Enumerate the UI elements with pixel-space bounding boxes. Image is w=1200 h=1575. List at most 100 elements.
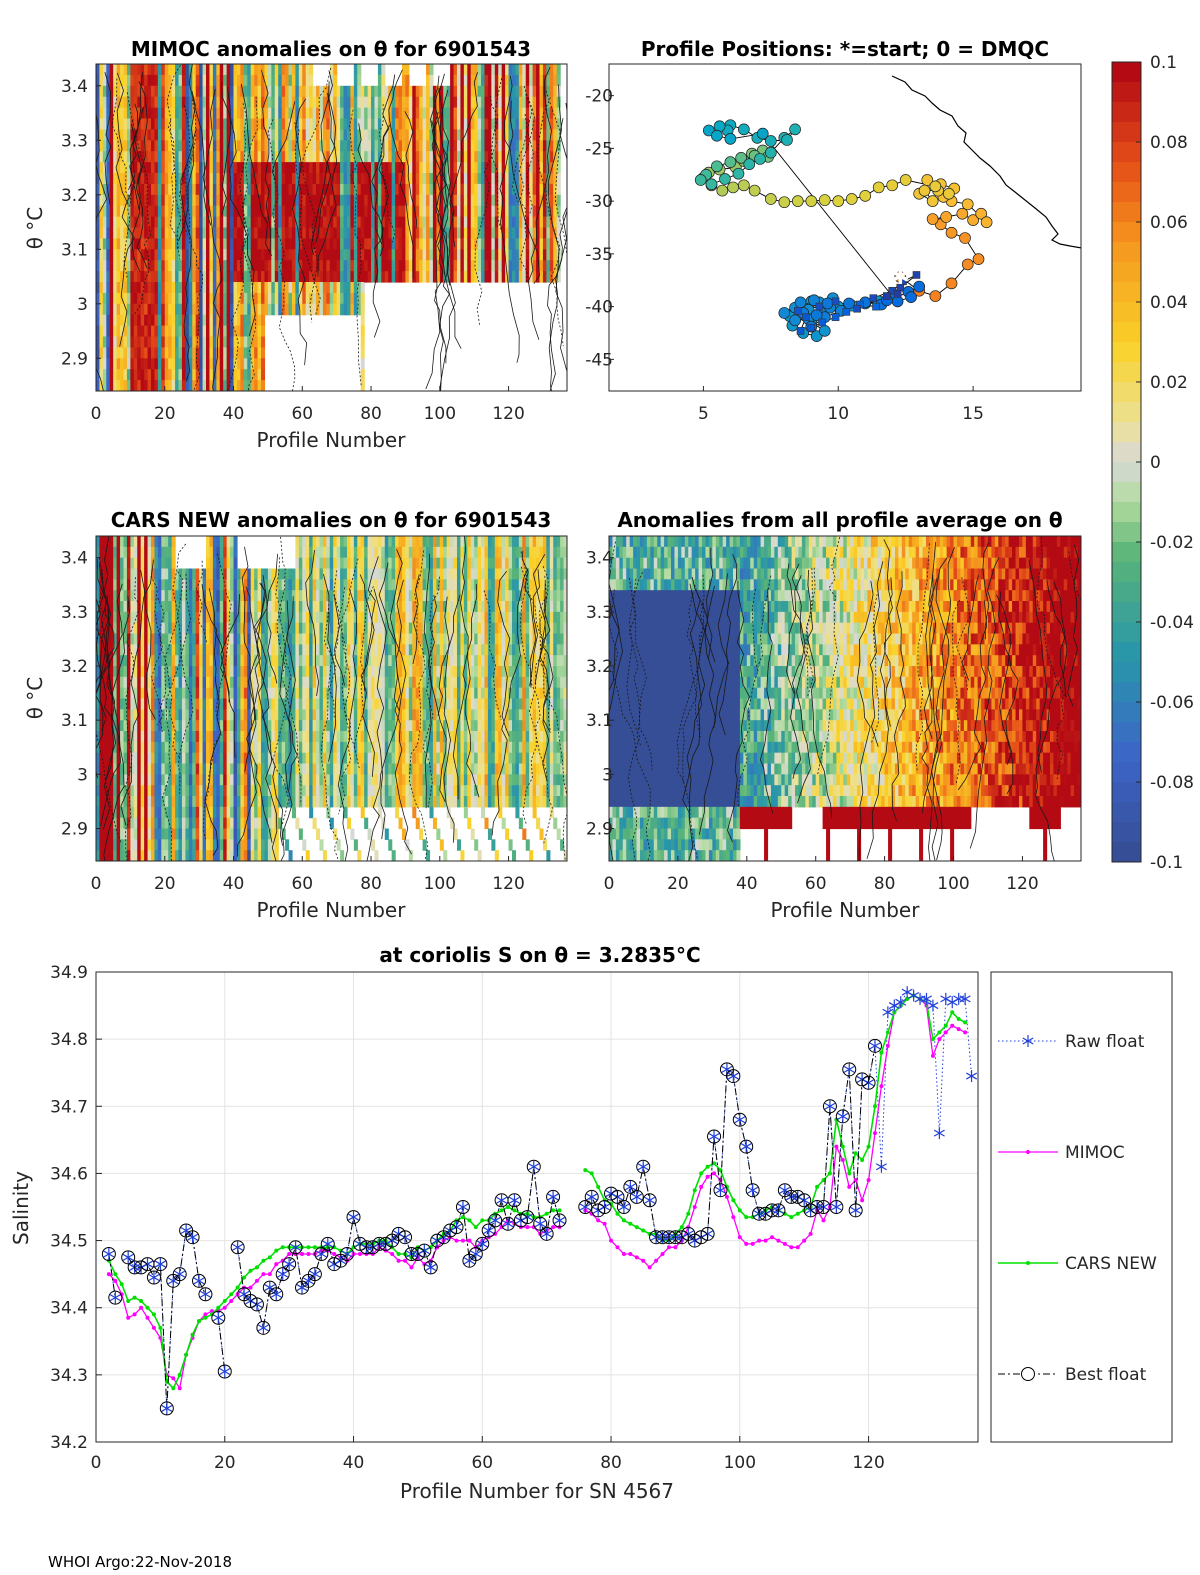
heat-cell bbox=[364, 271, 369, 283]
heat-cell bbox=[470, 227, 475, 239]
heat-cell bbox=[219, 676, 224, 689]
heat-cell bbox=[126, 249, 131, 261]
heat-cell bbox=[264, 839, 269, 851]
heat-cell bbox=[429, 173, 434, 185]
heat-cell bbox=[460, 216, 465, 229]
heat-cell bbox=[340, 173, 345, 185]
heat-cell bbox=[346, 282, 352, 294]
y-tick-label: -30 bbox=[585, 192, 613, 212]
heat-cell bbox=[264, 579, 269, 591]
heat-cell bbox=[188, 611, 193, 624]
heat-cell bbox=[316, 173, 321, 185]
heat-cell bbox=[99, 238, 104, 250]
heat-cell bbox=[202, 655, 207, 667]
heat-cell bbox=[216, 173, 221, 185]
heat-cell bbox=[491, 74, 496, 87]
heat-cell bbox=[185, 590, 190, 602]
heat-cell bbox=[192, 568, 197, 580]
heat-cell bbox=[130, 546, 135, 559]
heat-cell bbox=[312, 216, 317, 229]
heat-cell bbox=[377, 129, 382, 141]
heat-cell bbox=[164, 557, 169, 570]
heat-cell bbox=[171, 774, 176, 786]
heat-cell bbox=[319, 162, 324, 174]
heat-cell bbox=[254, 774, 259, 786]
heat-cell bbox=[264, 151, 269, 163]
heat-cell bbox=[116, 633, 121, 645]
heat-cell bbox=[443, 238, 448, 250]
heat-cell bbox=[539, 162, 544, 174]
heat-cell bbox=[212, 325, 217, 338]
heat-cell bbox=[230, 796, 235, 808]
heat-cell bbox=[281, 282, 286, 294]
heat-cell bbox=[109, 118, 114, 130]
heat-cell bbox=[192, 839, 197, 851]
heat-cell bbox=[305, 271, 310, 283]
heat-cell bbox=[350, 260, 355, 272]
heat-cell bbox=[151, 817, 156, 830]
heat-cell bbox=[529, 238, 534, 250]
heat-cell bbox=[408, 271, 413, 283]
heat-cell bbox=[291, 216, 296, 229]
heat-cell bbox=[212, 687, 217, 700]
heat-cell bbox=[151, 358, 156, 370]
heat-cell bbox=[322, 194, 327, 207]
heat-cell bbox=[446, 96, 451, 109]
heat-cell bbox=[175, 687, 180, 700]
profile-marker bbox=[778, 196, 791, 209]
heat-cell bbox=[254, 183, 259, 196]
profile-marker bbox=[764, 135, 777, 147]
heat-cell bbox=[226, 622, 231, 635]
heat-cell bbox=[140, 774, 145, 786]
heat-cell bbox=[467, 85, 472, 98]
heat-cell bbox=[484, 107, 489, 120]
profile-marker bbox=[929, 290, 942, 302]
contour-line bbox=[131, 81, 148, 272]
heat-cell bbox=[151, 140, 156, 152]
heat-cell bbox=[553, 238, 558, 250]
heat-cell bbox=[254, 687, 259, 700]
heat-cell bbox=[144, 64, 149, 76]
heat-cell bbox=[281, 64, 286, 76]
heat-cell bbox=[453, 216, 458, 229]
heat-cell bbox=[123, 271, 128, 283]
heat-cell bbox=[161, 249, 166, 261]
heat-cell bbox=[192, 347, 197, 359]
heat-cell bbox=[511, 129, 517, 141]
heat-cell bbox=[161, 601, 166, 613]
heat-cell bbox=[212, 347, 217, 359]
heat-cell bbox=[147, 774, 152, 786]
heat-cell bbox=[491, 96, 496, 109]
heat-cell bbox=[219, 140, 224, 152]
heat-cell bbox=[305, 107, 310, 120]
heat-cell bbox=[123, 720, 128, 732]
heat-cell bbox=[175, 709, 180, 721]
heat-cell bbox=[456, 74, 462, 87]
heat-cell bbox=[415, 227, 420, 239]
heat-cell bbox=[298, 282, 303, 294]
heat-cell bbox=[96, 303, 101, 316]
heat-cell bbox=[474, 151, 479, 163]
heat-cell bbox=[102, 763, 107, 775]
heat-cell bbox=[133, 173, 138, 185]
heat-cell bbox=[188, 731, 193, 743]
heat-cell bbox=[333, 85, 338, 98]
heat-cell bbox=[161, 611, 166, 624]
heat-cell bbox=[295, 194, 300, 207]
heat-cell bbox=[219, 806, 224, 819]
heat-cell bbox=[120, 205, 125, 218]
heat-cell bbox=[102, 183, 107, 196]
heat-cell bbox=[549, 96, 554, 109]
heat-cell bbox=[254, 611, 259, 624]
mimoc-title: MIMOC anomalies on θ for 6901543 bbox=[131, 37, 531, 61]
heat-cell bbox=[233, 536, 238, 548]
heat-cell bbox=[195, 622, 200, 635]
y-tick-label: 3.1 bbox=[61, 240, 88, 260]
heat-cell bbox=[357, 173, 362, 185]
heat-cell bbox=[518, 129, 523, 141]
heat-cell bbox=[470, 238, 475, 250]
heat-cell bbox=[412, 227, 417, 239]
heat-cell bbox=[401, 85, 407, 98]
heat-cell bbox=[364, 194, 369, 207]
heat-cell bbox=[267, 839, 272, 851]
